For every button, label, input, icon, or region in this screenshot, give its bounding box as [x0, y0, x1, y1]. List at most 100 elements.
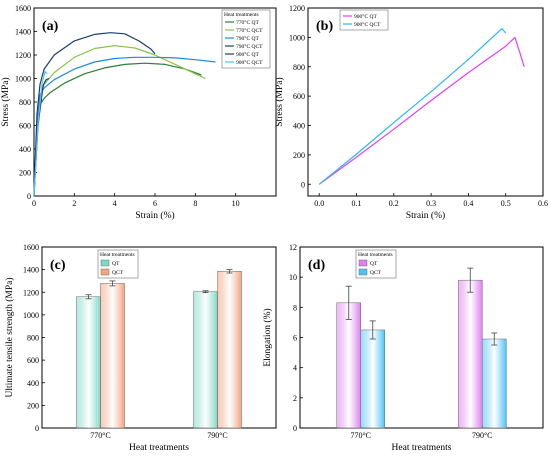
- x-tick-label: 0.1: [351, 199, 361, 208]
- y-tick-label: 1000: [23, 311, 39, 320]
- y-axis-title: Elongation (%): [262, 308, 273, 366]
- y-tick-label: 0: [301, 180, 305, 189]
- legend-label-2: QCT: [112, 270, 124, 276]
- bar-qct-1: [360, 329, 385, 429]
- legend-swatch-1: [358, 259, 368, 267]
- y-tick-label: 600: [27, 356, 39, 365]
- legend-label-1: 900°C QT: [354, 13, 377, 20]
- y-tick-label: 200: [293, 151, 305, 160]
- x-tick-label: 10: [232, 199, 240, 208]
- panel-d: 0 2 4 6 8 10 12 Heat treatments Elongation (%) 77…: [262, 243, 544, 453]
- panel-label: (a): [42, 19, 59, 34]
- y-axis-title: Ultimate tensile strength (MPa): [4, 277, 15, 397]
- x-axis-title: Heat treatments: [129, 443, 189, 453]
- legend-box: [221, 9, 271, 69]
- y-tick-label: 400: [27, 379, 39, 388]
- y-tick-label: 800: [27, 334, 39, 343]
- y-tick-label: 200: [19, 169, 31, 178]
- bar-qct-2: [482, 338, 507, 429]
- y-tick-label: 200: [27, 401, 39, 410]
- legend-box: [339, 9, 389, 31]
- y-tick-label: 0: [293, 424, 297, 433]
- legend-swatch-2: [100, 268, 110, 276]
- x-tick-label: 0.2: [389, 199, 399, 208]
- bar-qt-2: [458, 279, 483, 429]
- y-tick-label: 1000: [289, 33, 305, 42]
- y-tick-label: 1400: [23, 266, 39, 275]
- legend-label-6: 900°C QCT: [236, 59, 263, 66]
- panel-label: (d): [308, 258, 325, 273]
- y-tick-label: 12: [289, 243, 297, 252]
- panel-a: 0 200 400 600 800 1000 1200 1400 1600 0 2 4 6 8 10 Stra…: [0, 4, 277, 221]
- x-tick-label: 0.6: [538, 199, 548, 208]
- legend-label-2: 900°C QCT: [354, 21, 381, 28]
- y-tick-label: 400: [293, 122, 305, 131]
- x-tick-label: 0.4: [463, 199, 473, 208]
- legend-swatch-1: [100, 259, 110, 267]
- y-tick-label: 0: [35, 424, 39, 433]
- y-tick-label: 800: [293, 63, 305, 72]
- bar-qt-1: [76, 296, 101, 429]
- y-tick-label: 1600: [15, 4, 31, 13]
- legend-label-4: 790°C QCT: [236, 43, 263, 50]
- x-tick-label: 0.3: [426, 199, 436, 208]
- axes-frame: [307, 7, 544, 197]
- x-tick-label: 770°C: [350, 431, 371, 440]
- y-axis-title: Stress (MPa): [0, 77, 11, 126]
- legend-label-2: 770°C QCT: [236, 27, 263, 34]
- bar-qt-1: [336, 302, 361, 429]
- legend-title: Heat treatments: [358, 252, 393, 258]
- series-line-1: [318, 36, 525, 185]
- legend-swatch-2: [358, 268, 368, 276]
- series-line-2: [318, 28, 507, 185]
- legend-label-1: QT: [112, 261, 120, 267]
- legend-title: Heat treatments: [224, 12, 259, 18]
- panel-label: (c): [50, 258, 66, 273]
- y-tick-label: 6: [293, 334, 297, 343]
- y-tick-label: 800: [19, 98, 31, 107]
- x-tick-label: 0: [32, 199, 36, 208]
- bar-qt-2: [193, 291, 218, 429]
- x-tick-label: 790°C: [472, 431, 493, 440]
- y-tick-label: 400: [19, 145, 31, 154]
- bar-qct-1: [100, 283, 125, 429]
- x-tick-label: 2: [72, 199, 76, 208]
- y-axis-title: Stress (MPa): [274, 77, 285, 126]
- x-tick-label: 0.5: [501, 199, 511, 208]
- panel-label: (b): [316, 19, 333, 34]
- x-tick-label: 6: [153, 199, 157, 208]
- x-tick-label: 0.0: [314, 199, 324, 208]
- legend-label-3: 790°C QT: [236, 35, 259, 42]
- legend-title: Heat treatments: [100, 252, 135, 258]
- x-tick-label: 8: [193, 199, 197, 208]
- y-tick-label: 1000: [15, 75, 31, 84]
- y-tick-label: 8: [293, 303, 297, 312]
- panel-c: 0 200 400 600 800 1000 1200 1400 1600 Heat treatm…: [4, 243, 277, 453]
- legend-label-5: 900°C QT: [236, 51, 259, 58]
- y-tick-label: 4: [293, 364, 297, 373]
- x-tick-label: 770°C: [90, 431, 111, 440]
- y-tick-label: 600: [293, 92, 305, 101]
- x-axis-title: Strain (%): [406, 210, 445, 221]
- x-axis-title: Strain (%): [135, 210, 174, 221]
- y-tick-label: 600: [19, 122, 31, 131]
- y-tick-label: 1600: [23, 243, 39, 252]
- y-tick-label: 2: [293, 394, 297, 403]
- legend-label-1: 770°C QT: [236, 19, 259, 26]
- series-line-3: [33, 56, 216, 197]
- legend-label-2: QCT: [370, 270, 382, 276]
- y-tick-label: 1200: [23, 288, 39, 297]
- x-tick-label: 4: [113, 199, 117, 208]
- legend-label-1: QT: [370, 261, 378, 267]
- bar-qct-2: [217, 271, 242, 429]
- y-tick-label: 0: [27, 192, 31, 201]
- x-axis-title: Heat treatments: [392, 443, 452, 453]
- series-line-6: [33, 70, 48, 197]
- panel-b: 0 200 400 600 800 1000 1200 0.0 0.1 0.2 0.3 0.4 0.5 0…: [274, 4, 548, 221]
- y-tick-label: 1200: [289, 4, 305, 13]
- y-tick-label: 1400: [15, 28, 31, 37]
- series-line-4: [33, 32, 156, 197]
- y-tick-label: 1200: [15, 51, 31, 60]
- y-tick-label: 10: [289, 273, 297, 282]
